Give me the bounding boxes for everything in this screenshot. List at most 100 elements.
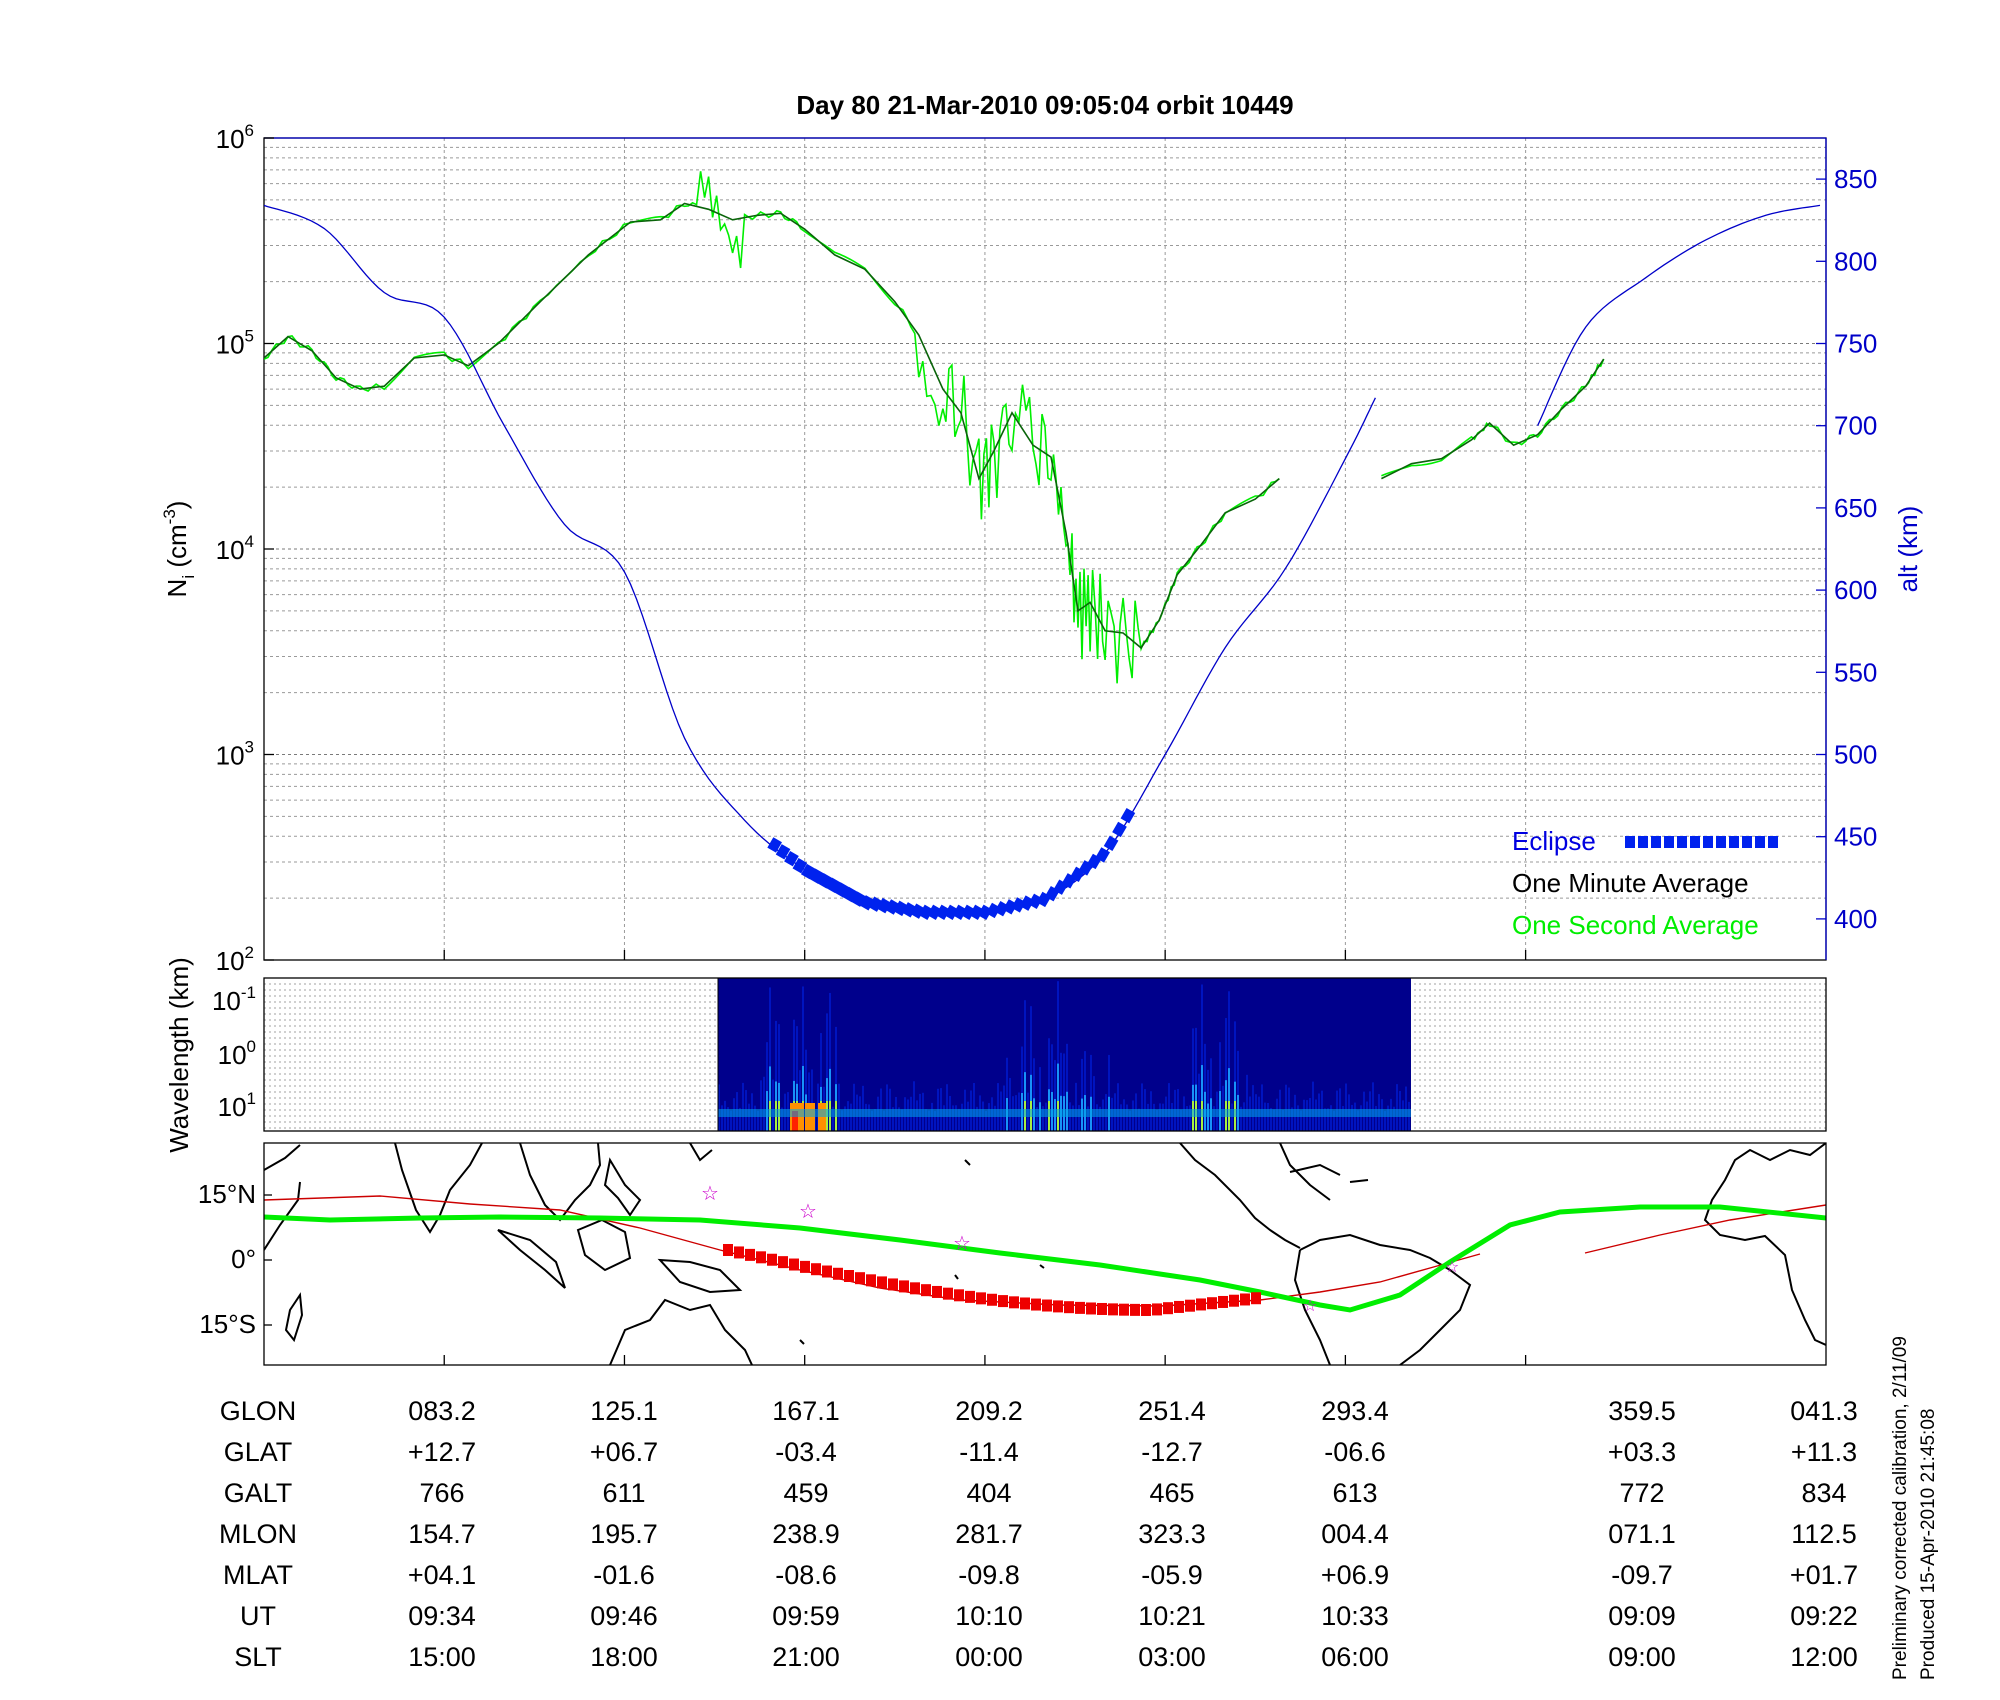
table-cell: -09.7: [1611, 1560, 1673, 1590]
table-cell: 112.5: [1791, 1519, 1857, 1549]
spectrogram-column: [1384, 1110, 1386, 1131]
eclipse-map-marker: [1141, 1303, 1151, 1316]
table-cell: 06:00: [1321, 1642, 1389, 1672]
spectrogram-column: [1261, 1084, 1263, 1131]
star-marker-small: ☆: [1445, 1257, 1459, 1276]
eclipse-map-marker: [1185, 1299, 1195, 1312]
eclipse-map-marker: [1119, 1303, 1129, 1316]
table-cell: 459: [783, 1478, 828, 1508]
eclipse-marker: [1011, 897, 1026, 913]
eclipse-marker: [792, 857, 808, 874]
table-cell: 613: [1332, 1478, 1377, 1508]
eclipse-map-marker: [921, 1284, 931, 1297]
eclipse-marker: [826, 877, 841, 894]
spectrogram-column: [1129, 1110, 1131, 1131]
spectrogram-column: [1219, 1042, 1221, 1131]
spectrogram-tick-label: 101: [218, 1089, 256, 1122]
spectrogram-column: [805, 1049, 807, 1131]
table-cell: 125.1: [590, 1396, 658, 1426]
eclipse-map-marker: [811, 1263, 821, 1276]
right-axis-label: alt (km): [1893, 506, 1923, 593]
spectrogram-column: [1273, 1109, 1275, 1131]
eclipse-marker: [986, 902, 1001, 919]
eclipse-marker: [1103, 835, 1119, 851]
table-cell: -11.4: [959, 1437, 1019, 1467]
spectrogram-column: [1060, 1052, 1062, 1131]
india-coast: [394, 1143, 483, 1234]
spectrogram-column: [958, 1108, 960, 1131]
ylabel-sub: i: [179, 575, 198, 579]
eclipse-map-marker: [1086, 1302, 1096, 1315]
spectrogram-column: [886, 1084, 888, 1131]
spectrogram-column: [1210, 1058, 1212, 1131]
table-row-label: MLON: [219, 1519, 297, 1549]
spectrogram-column: [1003, 1085, 1005, 1131]
spectrogram-column: [763, 1076, 765, 1131]
spectrogram-column: [1252, 1085, 1254, 1131]
eclipse-marker: [994, 900, 1010, 917]
right-tick-label: 850: [1834, 164, 1877, 194]
eclipse-marker: [918, 904, 934, 921]
table-cell: 09:46: [590, 1601, 658, 1631]
spectrogram-column: [1117, 1083, 1119, 1131]
spectrogram-column: [1222, 1085, 1224, 1131]
indochina-coast: [519, 1143, 602, 1222]
spectrogram-column: [862, 1085, 864, 1131]
eclipse-map-marker: [756, 1251, 766, 1264]
left-tick-label: 104: [216, 532, 254, 565]
spectrogram-column: [997, 1083, 999, 1131]
spectrogram-column: [1393, 1106, 1395, 1131]
eclipse-map-marker: [1196, 1298, 1206, 1311]
spectrogram-column: [796, 1026, 798, 1131]
table-cell: 21:00: [772, 1642, 840, 1672]
footer-produced: Produced 15-Apr-2010 21:45:08: [1918, 1409, 1939, 1680]
spectrogram-column: [934, 1110, 936, 1131]
eclipse-map-marker: [1042, 1299, 1052, 1312]
spectrogram-column: [1096, 1104, 1098, 1131]
table-cell: 071.1: [1608, 1519, 1676, 1549]
eclipse-map-marker: [1207, 1297, 1217, 1310]
table-cell: 772: [1619, 1478, 1664, 1508]
density-series: [264, 171, 1821, 921]
table-cell: 00:00: [955, 1642, 1023, 1672]
star-marker: ☆: [701, 1181, 719, 1205]
table-cell: 041.3: [1790, 1396, 1858, 1426]
left-tick-label: 106: [216, 121, 254, 154]
spectrogram-column: [1213, 1106, 1215, 1131]
spectrogram-column: [1375, 1105, 1377, 1131]
table-cell: -06.6: [1324, 1437, 1386, 1467]
spectrogram-column: [883, 1110, 885, 1131]
table-cell: 251.4: [1138, 1396, 1206, 1426]
spectrogram-column: [898, 1107, 900, 1131]
right-tick-label: 550: [1834, 657, 1877, 687]
spectrogram-column: [1312, 1081, 1314, 1131]
madagascar-coast: [284, 1292, 304, 1343]
eclipse-marker: [800, 863, 816, 880]
spectrogram-column: [1192, 1028, 1194, 1131]
one-second-average-line: [264, 171, 1280, 684]
eclipse-marker: [1095, 847, 1111, 863]
table-cell: -09.8: [958, 1560, 1020, 1590]
eclipse-map-marker: [976, 1292, 986, 1305]
spectrogram-column: [1225, 1018, 1227, 1131]
spectrogram-column: [1078, 1105, 1080, 1131]
spectrogram-column: [1189, 1105, 1191, 1131]
spectrogram-column: [1342, 1105, 1344, 1131]
eclipse-map-marker: [1053, 1300, 1063, 1313]
eclipse-map-marker: [833, 1267, 843, 1280]
eclipse-map-marker: [1251, 1292, 1261, 1305]
eclipse-map-marker: [932, 1285, 942, 1298]
spectrogram-column: [985, 1110, 987, 1131]
spectrogram-column: [820, 1033, 822, 1131]
dip-equator-line: [264, 1204, 1826, 1313]
lat-label-15s: 15°S: [199, 1309, 256, 1339]
table-row-label: UT: [240, 1601, 276, 1631]
spectrogram-column: [1048, 1038, 1050, 1131]
table-cell: 004.4: [1321, 1519, 1389, 1549]
eclipse-map-marker: [1009, 1296, 1019, 1309]
spectrogram-column: [1234, 1021, 1236, 1131]
spectrogram-column: [1180, 1109, 1182, 1131]
eclipse-marker: [1002, 899, 1018, 915]
eclipse-map-marker: [822, 1265, 832, 1278]
eclipse-marker: [851, 891, 867, 907]
